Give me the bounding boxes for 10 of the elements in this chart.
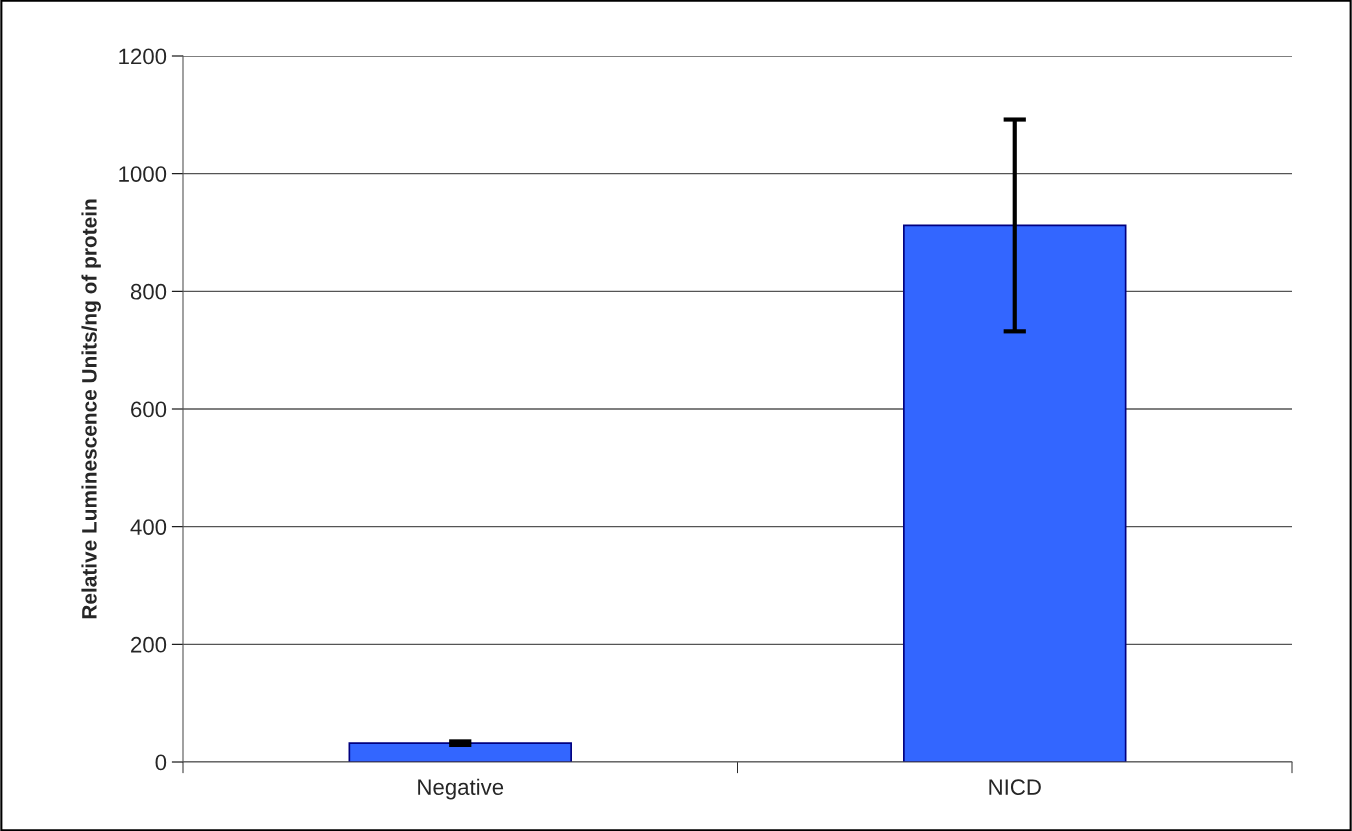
y-tick-label: 0 — [155, 754, 167, 771]
y-axis-title: Relative Luminescence Units/ng of protein — [81, 199, 101, 619]
y-tick-label: 600 — [131, 401, 167, 418]
x-tick-label: Negative — [418, 778, 504, 800]
y-tick-label: 800 — [130, 283, 167, 300]
x-tick-label: NICD — [989, 779, 1041, 795]
y-tick-label: 1200 — [119, 48, 167, 65]
y-tick-label: 1000 — [119, 166, 167, 182]
y-tick-label: 200 — [131, 636, 167, 653]
y-tick-label: 400 — [130, 519, 167, 535]
